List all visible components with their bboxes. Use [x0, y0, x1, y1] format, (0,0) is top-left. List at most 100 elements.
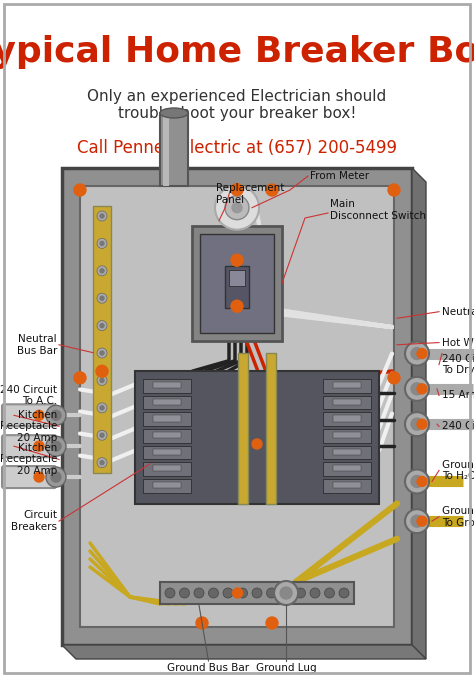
Circle shape — [223, 588, 233, 598]
Circle shape — [34, 410, 44, 420]
Text: Ground Bus Bar: Ground Bus Bar — [167, 663, 250, 673]
Bar — [333, 449, 361, 455]
Text: Replacement
Panel: Replacement Panel — [216, 183, 284, 204]
Circle shape — [225, 196, 249, 220]
Circle shape — [274, 581, 298, 605]
Circle shape — [100, 351, 104, 355]
Circle shape — [417, 384, 427, 394]
Bar — [143, 379, 191, 393]
Circle shape — [266, 617, 278, 629]
Circle shape — [405, 342, 429, 366]
Bar — [153, 449, 181, 455]
Circle shape — [417, 349, 427, 359]
Circle shape — [100, 433, 104, 437]
Circle shape — [196, 617, 208, 629]
Bar — [323, 396, 371, 410]
Bar — [62, 168, 412, 645]
Circle shape — [266, 588, 276, 598]
Text: 240 Circuit: 240 Circuit — [442, 421, 474, 431]
Circle shape — [100, 242, 104, 245]
Circle shape — [100, 460, 104, 464]
Circle shape — [100, 378, 104, 383]
Bar — [323, 412, 371, 426]
Circle shape — [215, 185, 259, 230]
Bar — [266, 353, 276, 504]
Circle shape — [97, 293, 107, 303]
Circle shape — [46, 467, 66, 487]
Bar — [135, 371, 379, 504]
Bar — [333, 465, 361, 471]
Circle shape — [411, 475, 423, 487]
Circle shape — [388, 184, 400, 196]
Circle shape — [231, 183, 243, 196]
Bar — [160, 113, 188, 186]
Bar — [200, 234, 274, 332]
Circle shape — [417, 419, 427, 429]
Circle shape — [96, 366, 108, 377]
Polygon shape — [412, 168, 426, 659]
Text: Neutral
Bus Bar: Neutral Bus Bar — [17, 334, 57, 355]
Text: Kitchen
Receptacle
20 Amp: Kitchen Receptacle 20 Amp — [0, 410, 57, 443]
Text: Call Penney Electric at (657) 200-5499: Call Penney Electric at (657) 200-5499 — [77, 139, 397, 157]
Circle shape — [97, 266, 107, 276]
Circle shape — [411, 347, 423, 359]
Circle shape — [97, 238, 107, 248]
Circle shape — [74, 184, 86, 196]
Circle shape — [405, 412, 429, 436]
Circle shape — [310, 588, 320, 598]
Bar — [229, 270, 245, 286]
Circle shape — [180, 588, 190, 598]
Circle shape — [295, 588, 306, 598]
Bar — [225, 266, 249, 308]
Circle shape — [97, 458, 107, 468]
Circle shape — [231, 300, 243, 312]
Bar — [323, 429, 371, 443]
Text: 240 Circuit
To A.C.: 240 Circuit To A.C. — [0, 385, 57, 406]
Bar — [323, 379, 371, 393]
Circle shape — [51, 472, 61, 482]
Bar — [153, 383, 181, 389]
Text: Ground Wire
To Ground Rod: Ground Wire To Ground Rod — [442, 506, 474, 527]
Circle shape — [405, 509, 429, 533]
FancyBboxPatch shape — [2, 435, 56, 457]
Text: Typical Home Breaker Box: Typical Home Breaker Box — [0, 35, 474, 69]
Circle shape — [46, 436, 66, 456]
Circle shape — [411, 515, 423, 527]
Circle shape — [34, 472, 44, 482]
Text: Ground Wire
To H₂O Pipe: Ground Wire To H₂O Pipe — [442, 460, 474, 481]
Circle shape — [339, 588, 349, 598]
Bar — [143, 396, 191, 410]
Circle shape — [325, 588, 335, 598]
Bar — [153, 399, 181, 405]
Text: 15 Amp Circuit: 15 Amp Circuit — [442, 391, 474, 401]
Circle shape — [417, 516, 427, 526]
Circle shape — [46, 406, 66, 425]
Text: Neutral Wires: Neutral Wires — [442, 307, 474, 317]
Circle shape — [405, 377, 429, 401]
Circle shape — [51, 410, 61, 420]
Circle shape — [281, 588, 291, 598]
Circle shape — [266, 184, 278, 196]
Bar — [143, 412, 191, 426]
Circle shape — [252, 439, 262, 449]
Circle shape — [97, 431, 107, 440]
Circle shape — [231, 254, 243, 266]
Circle shape — [411, 418, 423, 430]
Bar — [333, 432, 361, 438]
Bar — [80, 186, 394, 627]
FancyBboxPatch shape — [2, 466, 56, 488]
Circle shape — [100, 297, 104, 300]
Circle shape — [34, 441, 44, 451]
Bar — [333, 399, 361, 405]
Text: 240 Circuit
To Dryer: 240 Circuit To Dryer — [442, 354, 474, 376]
Circle shape — [209, 588, 219, 598]
Bar — [323, 445, 371, 459]
Bar — [143, 479, 191, 493]
Bar — [153, 416, 181, 422]
FancyBboxPatch shape — [2, 404, 56, 427]
Circle shape — [194, 588, 204, 598]
Circle shape — [97, 211, 107, 221]
Text: From Meter: From Meter — [310, 171, 369, 181]
Bar — [153, 482, 181, 488]
Circle shape — [74, 372, 86, 384]
